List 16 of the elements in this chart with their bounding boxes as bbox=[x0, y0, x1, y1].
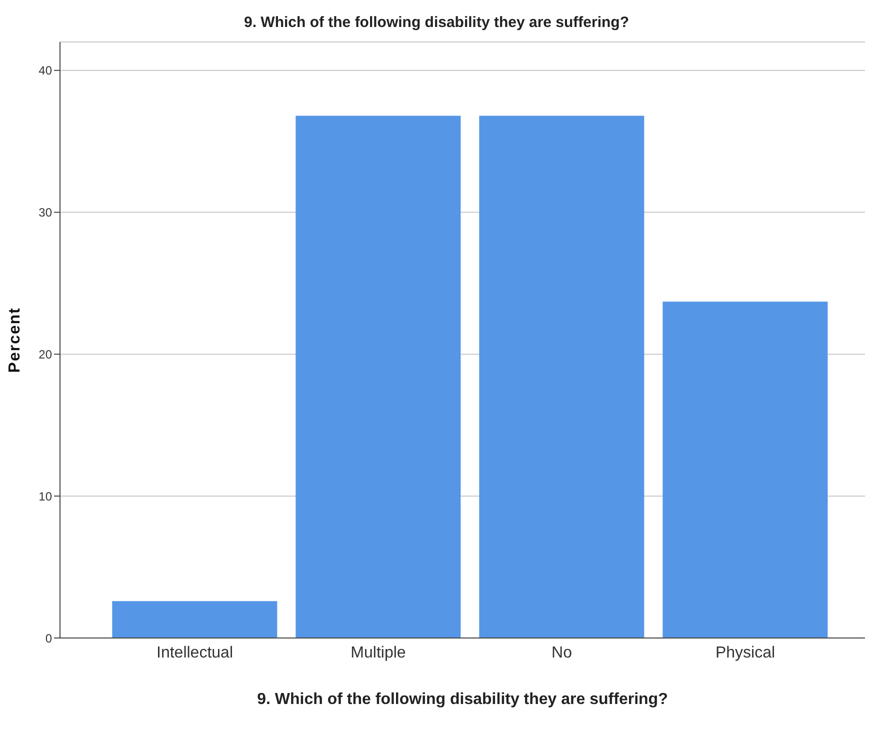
y-tick-label: 0 bbox=[45, 631, 52, 646]
x-tick-label: Multiple bbox=[350, 644, 406, 662]
bar bbox=[479, 116, 644, 638]
y-tick-label: 40 bbox=[38, 64, 52, 78]
chart-title: 9. Which of the following disability they are suffering? bbox=[242, 13, 630, 33]
y-tick-label: 10 bbox=[38, 489, 52, 504]
x-axis-title: 9. Which of the following disability they are suffering? bbox=[257, 691, 668, 708]
bar bbox=[662, 302, 828, 638]
y-axis-title: Percent bbox=[6, 307, 24, 373]
bar bbox=[112, 601, 278, 638]
x-tick-label: Intellectual bbox=[156, 644, 233, 662]
x-tick-label: Physical bbox=[715, 644, 776, 662]
bar bbox=[296, 116, 461, 638]
y-tick-label: 30 bbox=[38, 206, 52, 220]
x-tick-label: No bbox=[552, 644, 572, 662]
y-tick-label: 20 bbox=[38, 347, 52, 362]
